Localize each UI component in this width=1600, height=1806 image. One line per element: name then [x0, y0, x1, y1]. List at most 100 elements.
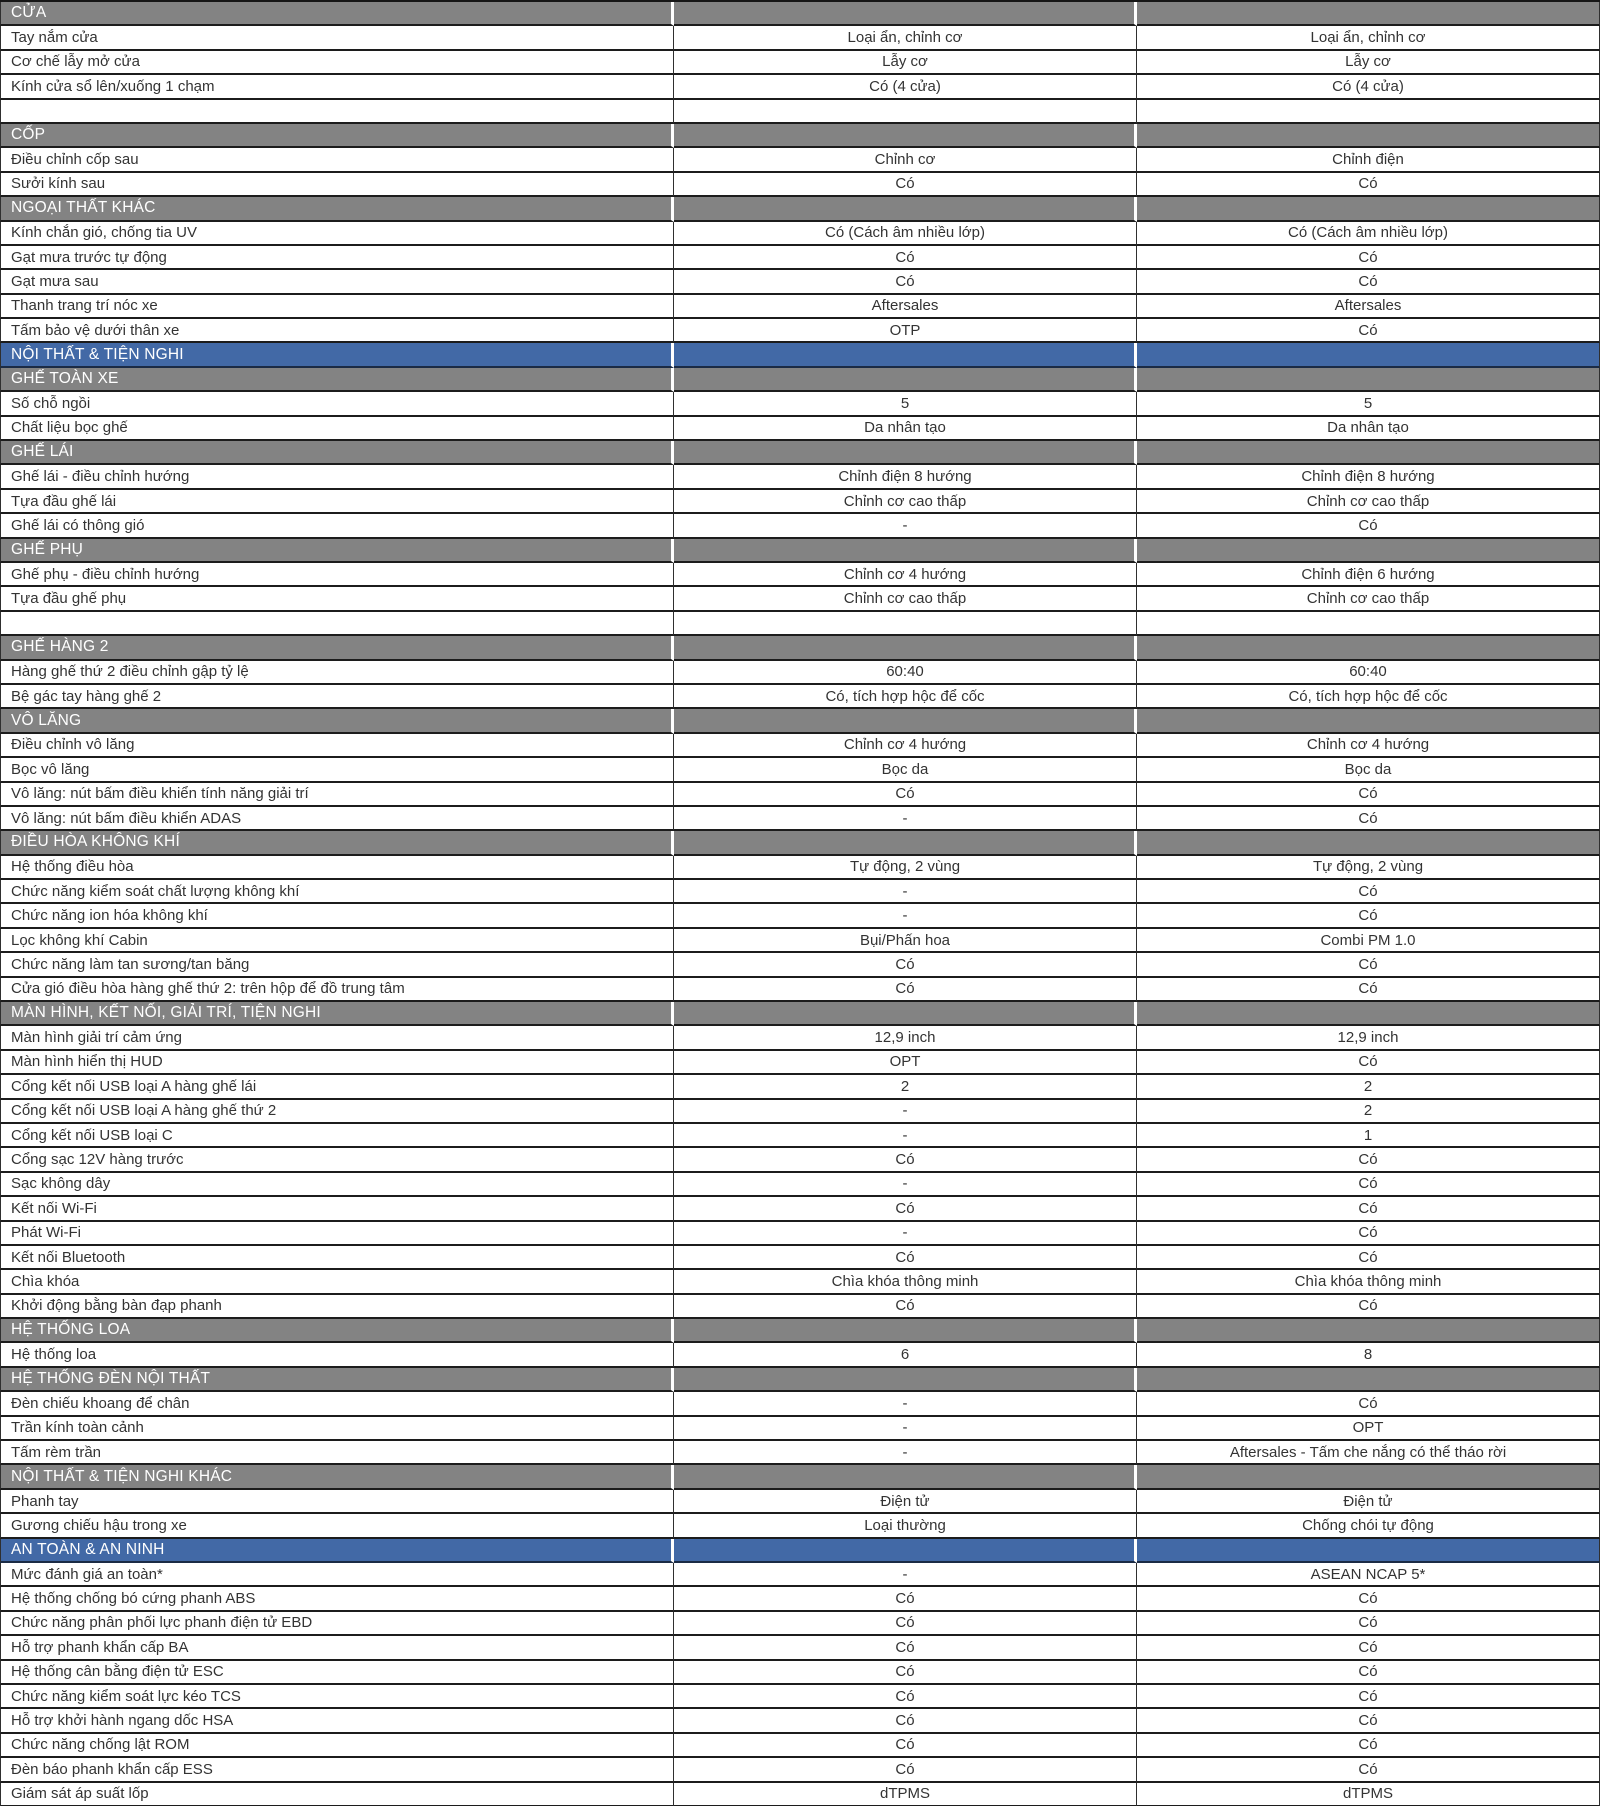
spec-value-col2: ASEAN NCAP 5*	[1137, 1563, 1600, 1588]
table-row: Ghế lái có thông gió - Có	[0, 514, 1600, 539]
spec-label	[0, 611, 674, 637]
spec-value-col1: -	[674, 1221, 1137, 1246]
table-row: Cơ chế lẫy mở cửa Lẫy cơ Lẫy cơ	[0, 50, 1600, 76]
section-header-row: GHẾ LÁI	[0, 441, 1600, 466]
spec-value-col2	[1137, 367, 1600, 393]
spec-value-col1: 5	[674, 392, 1137, 417]
spec-value-col2: Có	[1137, 1758, 1600, 1783]
spacer-row	[0, 611, 1600, 637]
spec-label: Cổng sạc 12V hàng trước	[0, 1148, 674, 1173]
spec-value-col2	[1137, 1465, 1600, 1490]
section-title: CỬA	[0, 2, 674, 27]
spec-label: Ghế phụ - điều chỉnh hướng	[0, 562, 674, 588]
spec-value-col2: dTPMS	[1137, 1782, 1600, 1806]
spec-value-col2: Có	[1137, 953, 1600, 978]
table-row: Gạt mưa sau Có Có	[0, 270, 1600, 295]
spec-value-col2: Có	[1137, 319, 1600, 344]
section-title: GHẾ TOÀN XE	[0, 367, 674, 393]
section-title: NỘI THẤT & TIỆN NGHI	[0, 343, 674, 368]
spec-value-col2: Combi PM 1.0	[1137, 928, 1600, 954]
spec-value-col1: Có	[674, 1197, 1137, 1222]
spec-value-col2: 12,9 inch	[1137, 1026, 1600, 1051]
spec-value-col2: Có	[1137, 1294, 1600, 1320]
spec-value-col2: Có	[1137, 1733, 1600, 1759]
spec-label: Chức năng ion hóa không khí	[0, 904, 674, 929]
spec-value-col2	[1137, 197, 1600, 222]
spec-value-col1: Loại ẩn, chỉnh cơ	[674, 26, 1137, 51]
spec-value-col1: Aftersales	[674, 294, 1137, 320]
table-row: Tay nắm cửa Loại ẩn, chỉnh cơ Loại ẩn, chỉ…	[0, 26, 1600, 51]
table-row: Phanh tay Điện tử Điện tử	[0, 1489, 1600, 1515]
table-row: Vô lăng: nút bấm điều khiển ADAS - Có	[0, 806, 1600, 832]
spec-label: Màn hình giải trí cảm ứng	[0, 1026, 674, 1051]
table-row: Chìa khóa Chìa khóa thông minh Chìa khóa t…	[0, 1270, 1600, 1295]
section-header-row: MÀN HÌNH, KẾT NỐI, GIẢI TRÍ, TIỆN NGHI	[0, 1002, 1600, 1027]
spec-value-col1	[674, 1319, 1137, 1344]
spec-value-col2: Có	[1137, 904, 1600, 929]
spec-value-col2: Có	[1137, 1148, 1600, 1173]
table-row: Đèn báo phanh khẩn cấp ESS Có Có	[0, 1758, 1600, 1783]
spec-value-col2	[1137, 611, 1600, 637]
spec-value-col2: Có	[1137, 1636, 1600, 1661]
spec-label: Gạt mưa trước tự động	[0, 245, 674, 271]
section-title: AN TOÀN & AN NINH	[0, 1538, 674, 1563]
spec-value-col1: Chỉnh cơ 4 hướng	[674, 562, 1137, 588]
spec-value-col2	[1137, 1319, 1600, 1344]
spec-value-col2: Có	[1137, 1245, 1600, 1271]
major-section-header-row: NỘI THẤT & TIỆN NGHI	[0, 343, 1600, 368]
spec-value-col1: Có	[674, 782, 1137, 807]
spec-value-col2: Chỉnh điện 8 hướng	[1137, 465, 1600, 490]
spec-value-col2: Có	[1137, 1392, 1600, 1417]
spec-value-col2: 8	[1137, 1343, 1600, 1368]
spec-label: Màn hình hiển thị HUD	[0, 1050, 674, 1076]
spec-label: Gương chiếu hậu trong xe	[0, 1514, 674, 1539]
spec-value-col2: Có	[1137, 1684, 1600, 1710]
spec-label: Chức năng phân phối lực phanh điện tử EB…	[0, 1611, 674, 1637]
spec-value-col2: Lẫy cơ	[1137, 50, 1600, 76]
spec-value-col1: Có	[674, 953, 1137, 978]
spec-label: Chức năng chống lật ROM	[0, 1733, 674, 1759]
table-row: Lọc không khí Cabin Bụi/Phấn hoa Combi PM …	[0, 928, 1600, 954]
spec-label: Vô lăng: nút bấm điều khiển ADAS	[0, 806, 674, 832]
table-row: Trần kính toàn cảnh - OPT	[0, 1416, 1600, 1442]
spec-value-col1: Có	[674, 245, 1137, 271]
spec-label: Trần kính toàn cảnh	[0, 1416, 674, 1442]
spec-label: Hỗ trợ phanh khẩn cấp BA	[0, 1636, 674, 1661]
spec-label: Ghế lái - điều chỉnh hướng	[0, 465, 674, 490]
spec-value-col1: Chỉnh cơ cao thấp	[674, 587, 1137, 612]
spec-label: Tựa đầu ghế lái	[0, 489, 674, 515]
spec-value-col1: Có	[674, 1636, 1137, 1661]
spec-label: Sưởi kính sau	[0, 172, 674, 198]
table-row: Màn hình hiển thị HUD OPT Có	[0, 1050, 1600, 1076]
spec-value-col1: Có	[674, 1758, 1137, 1783]
table-row: Chức năng kiểm soát chất lượng không khí…	[0, 880, 1600, 905]
spec-value-col1: 6	[674, 1343, 1137, 1368]
spec-value-col2: Chỉnh điện	[1137, 148, 1600, 173]
spec-label: Điều chỉnh cốp sau	[0, 148, 674, 173]
spec-label: Hệ thống cân bằng điện tử ESC	[0, 1660, 674, 1685]
spec-value-col1: 12,9 inch	[674, 1026, 1137, 1051]
spec-value-col2: Có	[1137, 977, 1600, 1003]
spec-value-col2: Aftersales - Tấm che nắng có thể tháo rờ…	[1137, 1441, 1600, 1466]
section-header-row: HỆ THỐNG ĐÈN NỘI THẤT	[0, 1367, 1600, 1393]
spec-value-col2: Có	[1137, 1197, 1600, 1222]
spec-value-col1	[674, 1367, 1137, 1393]
spec-value-col2: 60:40	[1137, 660, 1600, 685]
table-row: Chất liệu bọc ghế Da nhân tạo Da nhân tạo	[0, 416, 1600, 442]
spec-value-col1	[674, 831, 1137, 856]
spec-label: Bọc vô lăng	[0, 758, 674, 783]
spec-value-col2: Có	[1137, 270, 1600, 295]
table-row: Điều chỉnh vô lăng Chỉnh cơ 4 hướng Chỉnh …	[0, 733, 1600, 759]
table-row: Sạc không dây - Có	[0, 1172, 1600, 1198]
spec-value-col2: Tự động, 2 vùng	[1137, 855, 1600, 881]
section-title: NGOẠI THẤT KHÁC	[0, 197, 674, 222]
spec-label: Lọc không khí Cabin	[0, 928, 674, 954]
spec-value-col1: -	[674, 880, 1137, 905]
spec-value-col1	[674, 2, 1137, 27]
spec-value-col2: Chỉnh cơ cao thấp	[1137, 587, 1600, 612]
spec-value-col1: Có	[674, 1660, 1137, 1685]
spec-value-col1: Tự động, 2 vùng	[674, 855, 1137, 881]
spec-value-col2: Có (4 cửa)	[1137, 75, 1600, 100]
table-row: Phát Wi-Fi - Có	[0, 1221, 1600, 1246]
spec-value-col1: Điện tử	[674, 1489, 1137, 1515]
